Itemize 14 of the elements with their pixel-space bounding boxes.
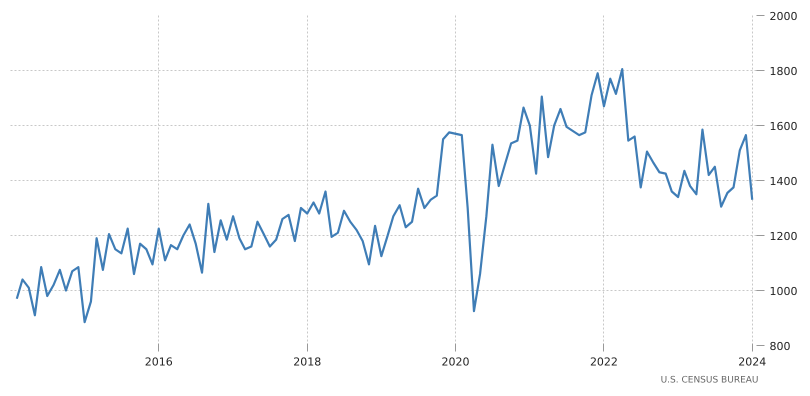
x-tick-label: 2018 (293, 356, 322, 368)
text: U.S. CENSUS BUREAU (660, 376, 758, 386)
y-tick-label: 800 (770, 340, 790, 353)
y-tick-label: 1600 (770, 120, 798, 133)
x-tick-label: 2024 (738, 356, 766, 368)
y-tick-label: 1400 (770, 175, 798, 188)
y-tick-label: 1800 (770, 65, 798, 78)
y-tick-label: 2000 (770, 10, 798, 23)
x-tick-label: 2022 (590, 356, 618, 368)
line-series (16, 68, 754, 324)
x-tick-label: 2020 (441, 356, 470, 368)
x-tick-label: 2016 (144, 356, 173, 368)
y-tick-label: 1200 (770, 230, 798, 243)
y-tick-label: 1000 (770, 285, 798, 298)
